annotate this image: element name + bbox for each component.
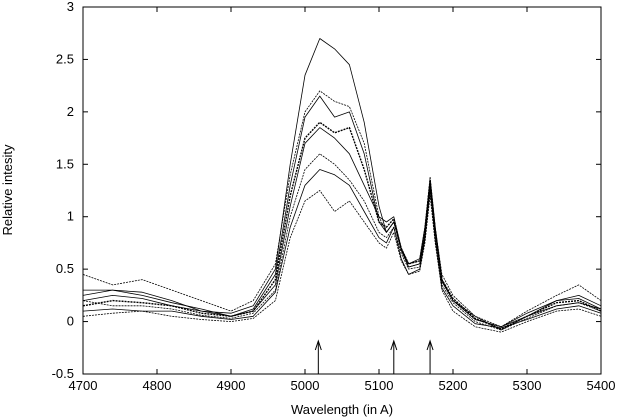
series-line [83,127,602,328]
y-tick-label: 2 [67,104,74,119]
wavelength-arrow [426,339,434,374]
x-tick-label: 4700 [69,378,98,393]
x-tick-label: 5400 [587,378,616,393]
wavelength-arrow [390,339,398,374]
marker-layer [314,339,434,374]
y-tick-label: -0.5 [52,366,74,381]
arrow-head [314,339,322,351]
series-line [82,190,602,333]
x-tick-label: 5300 [513,378,542,393]
series-layer [82,38,602,333]
series-line [82,90,602,328]
y-tick-label: 0 [67,314,74,329]
arrow-head [390,339,398,351]
series-line [82,153,602,331]
x-tick-label: 5000 [291,378,320,393]
series-line [82,169,602,329]
y-tick-label: 2.5 [56,51,74,66]
series-line [82,121,602,330]
x-tick-label: 4900 [217,378,246,393]
wavelength-arrow [314,339,322,374]
x-tick-label: 5100 [365,378,394,393]
x-axis-label: Wavelength (in A) [291,402,393,417]
y-tick-label: 1 [67,209,74,224]
plot-frame [82,6,602,375]
x-tick-label: 4800 [143,378,172,393]
arrow-head [426,339,434,351]
y-axis-label: Relative intesity [0,144,15,236]
y-tick-label: 3 [67,0,74,14]
axis-layer: 4700 4800 4900 5000 5100 5200 5300 5400 -0.5 0 0.5… [52,0,616,393]
x-tick-label: 5200 [439,378,468,393]
y-tick-label: 1.5 [56,156,74,171]
y-tick-label: 0.5 [56,261,74,276]
